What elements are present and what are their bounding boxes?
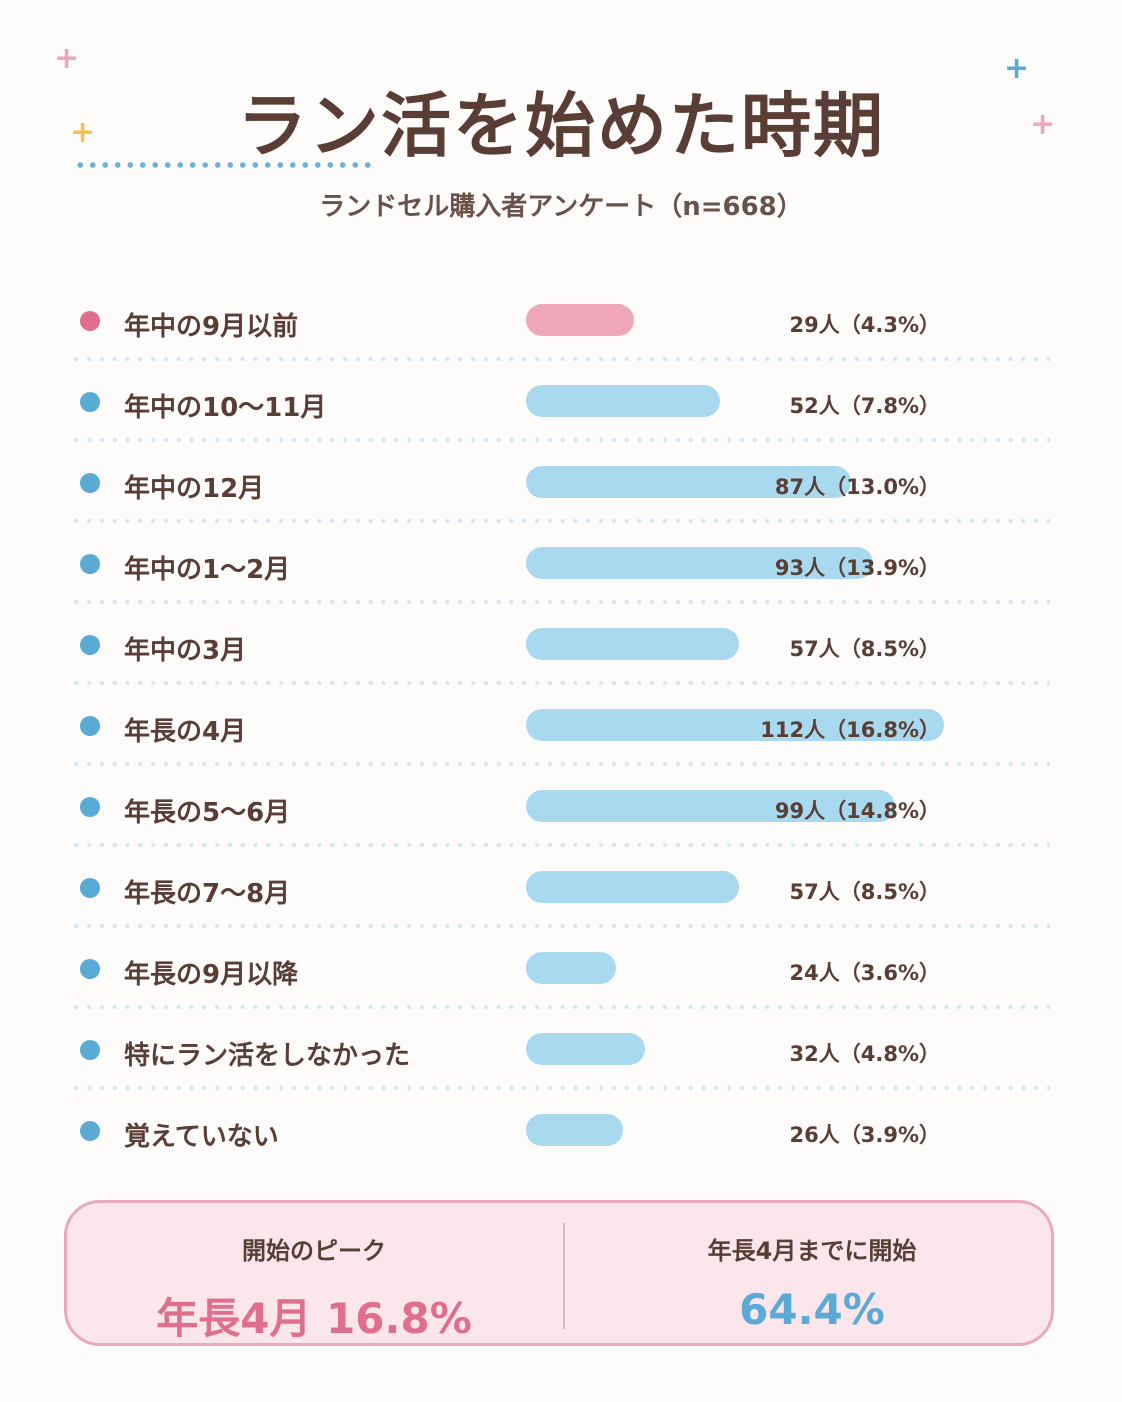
legend-dot	[80, 473, 100, 493]
category-label: 覚えていない	[124, 1122, 279, 1152]
value-label: 99人（14.8%）	[774, 799, 940, 823]
summary-divider	[563, 1223, 565, 1329]
sparkle-plus-icon: +	[1004, 51, 1030, 86]
row-separator	[70, 680, 1050, 686]
category-label: 年中の9月以前	[124, 312, 299, 342]
summary-panel: 開始のピーク 年長4月 16.8% 年長4月までに開始 64.4%	[64, 1200, 1054, 1346]
chart-row: 年中の10〜11月 52人（7.8%）	[70, 362, 1050, 443]
row-separator	[70, 356, 1050, 362]
value-label: 57人（8.5%）	[789, 880, 940, 904]
peak-value: 年長4月 16.8%	[156, 1294, 472, 1343]
row-separator	[70, 518, 1050, 524]
category-label: 特にラン活をしなかった	[124, 1041, 411, 1071]
peak-summary: 開始のピーク 年長4月 16.8%	[67, 1203, 561, 1343]
value-label: 57人（8.5%）	[789, 637, 940, 661]
row-separator	[70, 599, 1050, 605]
row-separator	[70, 1004, 1050, 1010]
cumulative-label: 年長4月までに開始	[707, 1237, 917, 1265]
cumulative-value: 64.4%	[739, 1285, 885, 1334]
chart-subtitle: ランドセル購入者アンケート（n=668）	[319, 192, 803, 222]
chart-row: 年長の7〜8月 57人（8.5%）	[70, 848, 1050, 929]
row-separator	[70, 842, 1050, 848]
row-separator	[70, 761, 1050, 767]
value-label: 93人（13.9%）	[774, 556, 940, 580]
bar	[526, 790, 895, 822]
legend-dot	[80, 1121, 100, 1141]
category-label: 年長の7〜8月	[124, 879, 291, 909]
sparkle-plus-icon: +	[70, 115, 96, 150]
bar	[526, 871, 739, 903]
cumulative-summary: 年長4月までに開始 64.4%	[565, 1203, 1059, 1343]
sparkle-plus-icon: +	[54, 41, 80, 76]
category-label: 年中の12月	[124, 474, 265, 504]
chart-row: 年長の4月 112人（16.8%）	[70, 686, 1050, 767]
category-label: 年中の3月	[124, 636, 247, 666]
row-separator	[70, 1085, 1050, 1091]
value-label: 24人（3.6%）	[789, 961, 940, 985]
chart-row: 特にラン活をしなかった 32人（4.8%）	[70, 1010, 1050, 1091]
row-separator	[70, 923, 1050, 929]
chart-row: 年中の3月 57人（8.5%）	[70, 605, 1050, 686]
category-label: 年長の4月	[124, 717, 247, 747]
peak-label: 開始のピーク	[242, 1237, 386, 1265]
legend-dot	[80, 311, 100, 331]
value-label: 87人（13.0%）	[774, 475, 940, 499]
value-label: 32人（4.8%）	[789, 1042, 940, 1066]
category-label: 年長の9月以降	[124, 960, 299, 990]
legend-dot	[80, 959, 100, 979]
chart-row: 年長の9月以降 24人（3.6%）	[70, 929, 1050, 1010]
value-label: 29人（4.3%）	[789, 313, 940, 337]
legend-dot	[80, 797, 100, 817]
legend-dot	[80, 878, 100, 898]
value-label: 26人（3.9%）	[789, 1123, 940, 1147]
sparkle-plus-icon: +	[1030, 107, 1056, 142]
legend-dot	[80, 392, 100, 412]
bar	[526, 385, 720, 417]
category-label: 年中の1〜2月	[124, 555, 291, 585]
bar-chart: 年中の9月以前 29人（4.3%） 年中の10〜11月 52人（7.8%） 年中の12月…	[70, 281, 1050, 1172]
bar	[526, 628, 739, 660]
bar	[526, 304, 634, 336]
chart-row: 年中の9月以前 29人（4.3%）	[70, 281, 1050, 362]
legend-dot	[80, 554, 100, 574]
bar	[526, 709, 944, 741]
bar	[526, 1033, 645, 1065]
category-label: 年中の10〜11月	[124, 393, 327, 423]
legend-dot	[80, 635, 100, 655]
legend-dot	[80, 716, 100, 736]
chart-row: 年中の12月 87人（13.0%）	[70, 443, 1050, 524]
chart-title: ラン活を始めた時期	[237, 85, 885, 167]
title-dotted-underline	[74, 161, 374, 169]
bar	[526, 547, 873, 579]
value-label: 112人（16.8%）	[760, 718, 940, 742]
chart-row: 年長の5〜6月 99人（14.8%）	[70, 767, 1050, 848]
legend-dot	[80, 1040, 100, 1060]
row-separator	[70, 437, 1050, 443]
bar	[526, 466, 851, 498]
value-label: 52人（7.8%）	[789, 394, 940, 418]
chart-row: 覚えていない 26人（3.9%）	[70, 1091, 1050, 1172]
category-label: 年長の5〜6月	[124, 798, 291, 828]
chart-row: 年中の1〜2月 93人（13.9%）	[70, 524, 1050, 605]
bar	[526, 952, 616, 984]
bar	[526, 1114, 623, 1146]
